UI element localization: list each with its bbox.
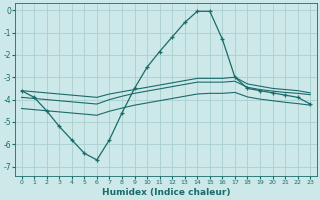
X-axis label: Humidex (Indice chaleur): Humidex (Indice chaleur) — [102, 188, 230, 197]
